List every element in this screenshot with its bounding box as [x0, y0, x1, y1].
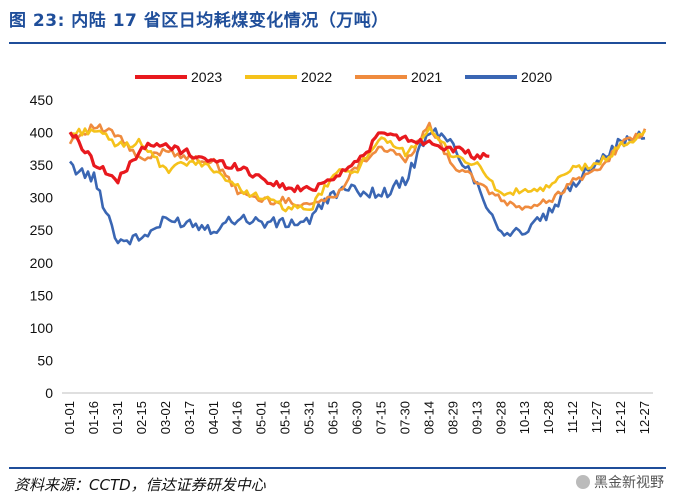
x-axis: 01-01 01-16 01-31 02-15 03-02 03-17 04-01 04-16…	[62, 401, 652, 434]
legend-label-2020: 2020	[521, 69, 552, 85]
x-tick-label: 03-02	[158, 401, 173, 434]
legend-label-2021: 2021	[411, 69, 442, 85]
x-tick-label: 09-13	[469, 401, 484, 434]
wechat-icon	[576, 475, 590, 489]
y-tick-label: 150	[30, 287, 54, 303]
series-line-2022	[69, 126, 647, 213]
x-tick-label: 04-01	[206, 401, 221, 434]
y-tick-label: 50	[37, 352, 53, 368]
x-tick-label: 12-27	[637, 401, 652, 434]
x-tick-label: 07-30	[397, 401, 412, 434]
y-tick-label: 300	[30, 190, 54, 206]
title-rule	[9, 42, 666, 44]
x-tick-label: 01-16	[86, 401, 101, 434]
legend-label-2022: 2022	[301, 69, 332, 85]
x-tick-label: 04-16	[230, 401, 245, 434]
watermark: 黑金新视野	[576, 472, 664, 492]
y-tick-label: 250	[30, 222, 54, 238]
y-axis: 0 50 100 150 200 250 300 350 400 450	[30, 92, 54, 401]
x-tick-label: 06-15	[326, 401, 341, 434]
x-tick-label: 11-27	[589, 401, 604, 433]
legend-label-2023: 2023	[191, 69, 222, 85]
y-tick-label: 0	[45, 385, 53, 401]
y-tick-label: 200	[30, 255, 54, 271]
x-tick-label: 11-12	[565, 401, 580, 433]
x-tick-label: 05-16	[278, 401, 293, 434]
y-tick-label: 450	[30, 92, 54, 108]
series-line-2020	[69, 127, 646, 246]
x-tick-label: 06-30	[350, 401, 365, 434]
series-line-2021	[68, 121, 647, 211]
x-tick-label: 01-01	[62, 401, 77, 434]
x-tick-label: 01-31	[110, 401, 125, 434]
x-tick-label: 12-12	[613, 401, 628, 434]
x-tick-label: 08-14	[421, 401, 436, 434]
series-lines	[68, 121, 647, 246]
y-tick-label: 350	[30, 157, 54, 173]
x-tick-label: 10-13	[517, 401, 532, 434]
x-tick-label: 10-28	[541, 401, 556, 434]
series-line-2023	[68, 131, 490, 194]
x-tick-label: 09-28	[493, 401, 508, 434]
legend: 2023 2022 2021 2020	[135, 69, 552, 85]
x-tick-label: 05-31	[302, 401, 317, 434]
x-tick-label: 05-01	[254, 401, 269, 434]
y-tick-label: 100	[30, 320, 54, 336]
y-tick-label: 400	[30, 125, 54, 141]
watermark-label: 黑金新视野	[594, 475, 664, 491]
x-tick-label: 07-15	[373, 401, 388, 434]
x-tick-label: 03-17	[182, 401, 197, 434]
chart-title: 图 23: 内陆 17 省区日均耗煤变化情况（万吨）	[9, 11, 389, 31]
footer-rule	[9, 467, 666, 469]
x-tick-label: 02-15	[134, 401, 149, 434]
x-tick-label: 08-29	[445, 401, 460, 434]
source-note: 资料来源：CCTD，信达证券研发中心	[14, 476, 266, 494]
